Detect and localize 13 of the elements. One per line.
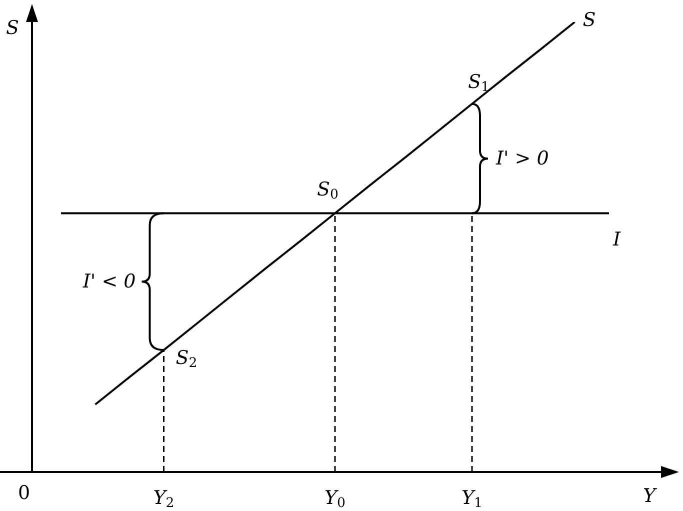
annotation: I' < 0 [82, 270, 136, 293]
annotation: S$_{1}$ [468, 70, 490, 96]
x-tick-label: Y$_{1}$ [461, 487, 483, 511]
y-axis-title: S [6, 17, 20, 39]
x-axis-title: Y [643, 485, 658, 507]
x-tick-label: Y$_{2}$ [153, 487, 174, 511]
annotation: S$_{0}$ [317, 178, 338, 202]
series-label: S [582, 9, 596, 31]
text: 0 [18, 482, 30, 504]
series-label: I [612, 228, 621, 250]
x-tick-label: Y$_{0}$ [324, 487, 346, 511]
annotation: S$_{2}$ [176, 347, 198, 372]
annotation: I' > 0 [495, 148, 549, 170]
